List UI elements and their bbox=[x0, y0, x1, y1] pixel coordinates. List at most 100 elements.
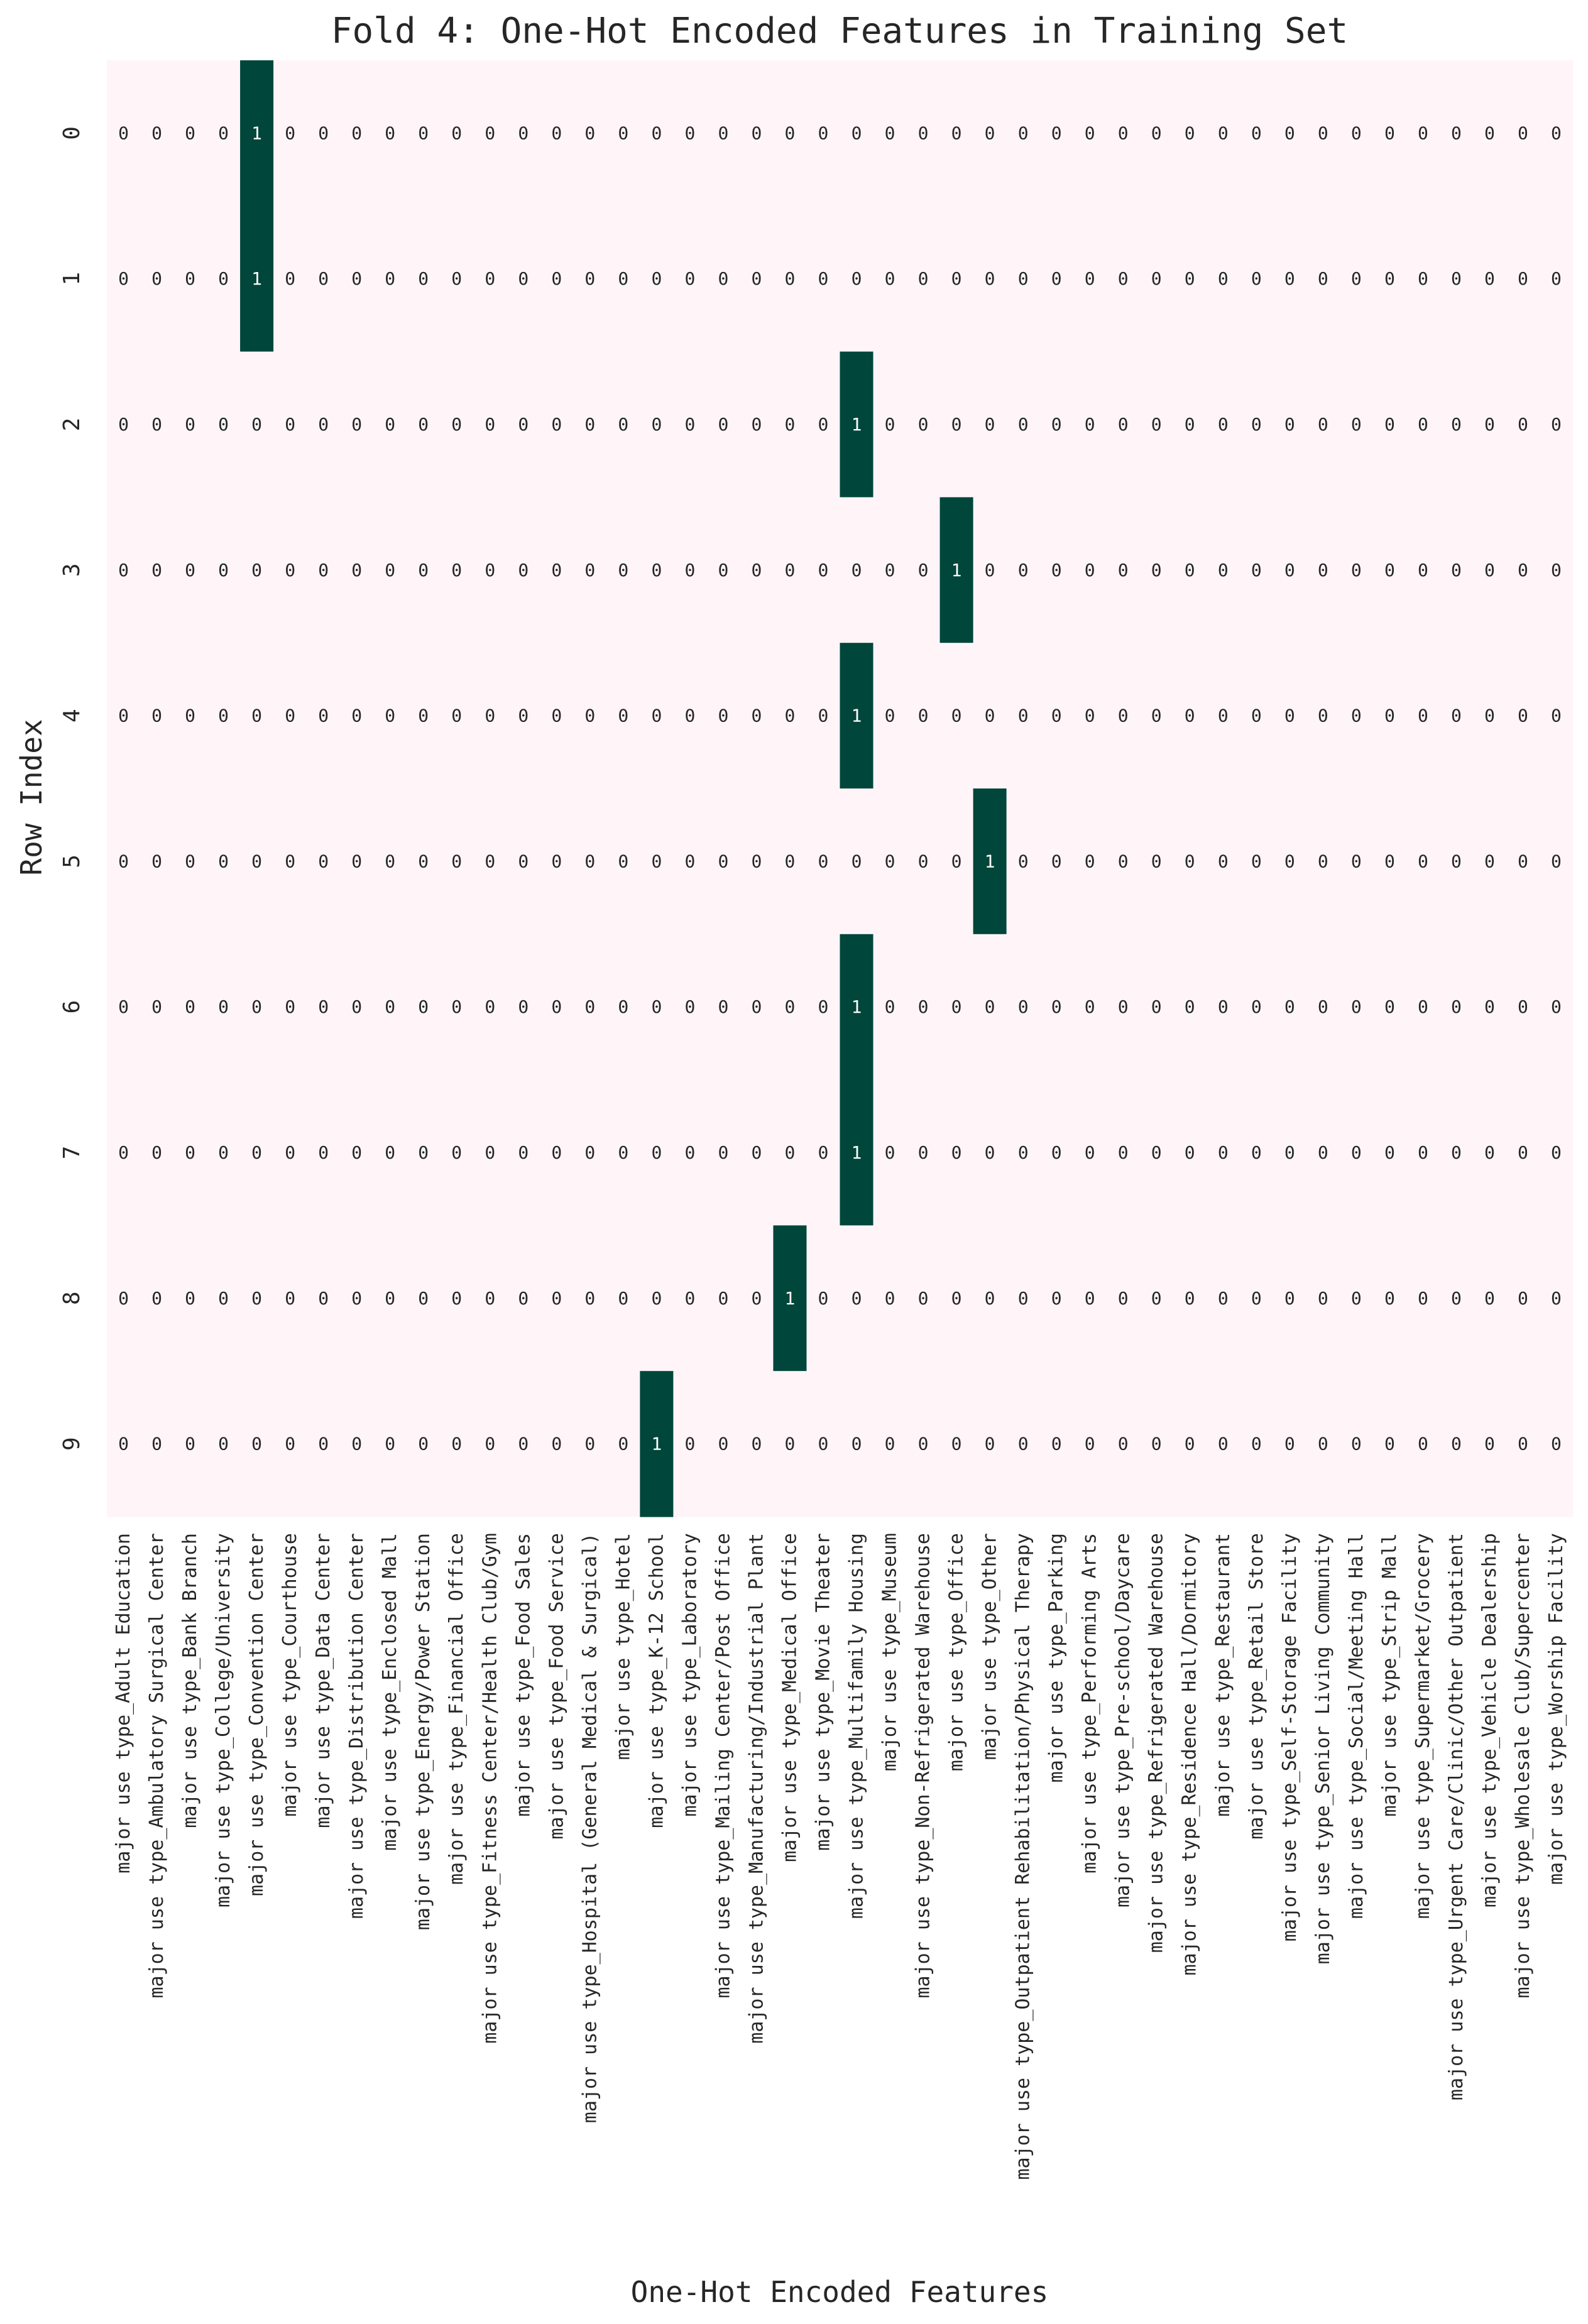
heatmap-cell bbox=[1173, 1079, 1207, 1226]
heatmap-cell bbox=[1006, 351, 1041, 498]
cell-value-label: 0 bbox=[1284, 268, 1295, 289]
cell-value-label: 0 bbox=[818, 1288, 829, 1309]
heatmap-cell bbox=[1173, 1225, 1207, 1372]
heatmap-cell bbox=[340, 351, 374, 498]
heatmap-cell bbox=[207, 1225, 241, 1372]
cell-value-label: 0 bbox=[985, 1288, 995, 1309]
column-tick-label: major use type_Multifamily Housing bbox=[846, 1533, 868, 1919]
heatmap-cell bbox=[1472, 1225, 1507, 1372]
cell-value-label: 0 bbox=[918, 123, 929, 143]
heatmap-cell bbox=[340, 1371, 374, 1517]
heatmap-cell bbox=[1506, 497, 1540, 643]
heatmap-cell bbox=[1539, 788, 1574, 935]
heatmap-cell bbox=[939, 1371, 974, 1517]
cell-value-label: 0 bbox=[151, 706, 162, 726]
heatmap-cell bbox=[473, 205, 507, 352]
heatmap-cell bbox=[1472, 1079, 1507, 1226]
cell-value-label: 0 bbox=[618, 268, 628, 289]
cell-value-label: 0 bbox=[951, 123, 962, 143]
cell-value-label: 0 bbox=[451, 996, 462, 1017]
cell-value-label: 0 bbox=[218, 851, 229, 871]
cell-value-label: 0 bbox=[1151, 123, 1162, 143]
heatmap-cell bbox=[740, 205, 774, 352]
cell-value-label: 0 bbox=[1218, 414, 1229, 435]
cell-value-label: 0 bbox=[418, 123, 429, 143]
column-tick-label: major use type_Office bbox=[946, 1533, 968, 1771]
cell-value-label: 0 bbox=[684, 123, 695, 143]
cell-value-label: 0 bbox=[1351, 851, 1362, 871]
heatmap-cell bbox=[1439, 205, 1474, 352]
heatmap-cell bbox=[973, 1225, 1007, 1372]
cell-value-label: 0 bbox=[518, 268, 528, 289]
cell-value-label: 0 bbox=[985, 996, 995, 1017]
heatmap-cell bbox=[1406, 1225, 1440, 1372]
cell-value-label: 0 bbox=[118, 1142, 129, 1163]
column-tick-label: major use type_Enclosed Mall bbox=[379, 1533, 401, 1851]
column-tick-label: major use type_Energy/Power Station bbox=[412, 1533, 434, 1930]
heatmap-cell bbox=[1306, 60, 1340, 207]
cell-value-label: 0 bbox=[185, 414, 195, 435]
cell-value-label: 0 bbox=[651, 268, 662, 289]
heatmap-cell bbox=[507, 60, 540, 207]
heatmap-cell bbox=[273, 788, 307, 935]
cell-value-label: 0 bbox=[851, 268, 862, 289]
heatmap-cell bbox=[1472, 1371, 1507, 1517]
cell-value-label: 0 bbox=[684, 1142, 695, 1163]
heatmap-cell bbox=[1073, 643, 1107, 789]
cell-value-label: 0 bbox=[251, 706, 262, 726]
heatmap-cell bbox=[407, 60, 441, 207]
heatmap-cell bbox=[407, 497, 441, 643]
cell-value-label: 0 bbox=[451, 1288, 462, 1309]
column-tick-label: major use type_Food Service bbox=[545, 1533, 567, 1840]
cell-value-label: 0 bbox=[151, 851, 162, 871]
cell-value-label: 1 bbox=[851, 706, 862, 726]
cell-value-label: 0 bbox=[818, 1142, 829, 1163]
cell-value-label: 0 bbox=[684, 706, 695, 726]
heatmap-cell bbox=[806, 1079, 841, 1226]
heatmap-cell bbox=[1006, 60, 1041, 207]
row-tick-label: 7 bbox=[59, 1146, 85, 1160]
heatmap-cell bbox=[1173, 1371, 1207, 1517]
heatmap-cell bbox=[1039, 1371, 1074, 1517]
cell-value-label: 0 bbox=[485, 996, 495, 1017]
heatmap-cell bbox=[640, 788, 674, 935]
heatmap-cell bbox=[640, 1079, 674, 1226]
heatmap-cell bbox=[207, 1371, 241, 1517]
cell-value-label: 0 bbox=[1318, 1434, 1328, 1454]
heatmap-cell bbox=[340, 497, 374, 643]
cell-value-label: 0 bbox=[1551, 851, 1562, 871]
cell-value-label: 0 bbox=[885, 123, 895, 143]
heatmap-cell bbox=[806, 60, 841, 207]
heatmap-cell bbox=[1472, 788, 1507, 935]
heatmap-cell bbox=[107, 351, 141, 498]
heatmap-cell bbox=[1073, 60, 1107, 207]
cell-value-label: 0 bbox=[1051, 1288, 1062, 1309]
cell-value-label: 0 bbox=[1484, 560, 1495, 581]
cell-value-label: 0 bbox=[1418, 560, 1428, 581]
cell-value-label: 0 bbox=[385, 414, 395, 435]
cell-value-label: 0 bbox=[518, 1288, 528, 1309]
heatmap-cell bbox=[1173, 351, 1207, 498]
cell-value-label: 0 bbox=[351, 414, 362, 435]
heatmap-cell bbox=[240, 60, 274, 207]
cell-value-label: 0 bbox=[1384, 1434, 1395, 1454]
cell-value-label: 0 bbox=[885, 560, 895, 581]
cell-value-label: 0 bbox=[584, 1142, 595, 1163]
cell-value-label: 1 bbox=[851, 414, 862, 435]
heatmap-cell bbox=[1139, 60, 1174, 207]
column-tick-label: major use type_Medical Office bbox=[779, 1533, 801, 1862]
heatmap-cell bbox=[473, 1225, 507, 1372]
heatmap-cell bbox=[973, 1371, 1007, 1517]
cell-value-label: 0 bbox=[351, 123, 362, 143]
heatmap-cell bbox=[606, 1225, 640, 1372]
heatmap-cell bbox=[440, 351, 474, 498]
cell-value-label: 1 bbox=[951, 560, 962, 581]
cell-value-label: 0 bbox=[1051, 996, 1062, 1017]
heatmap-cell bbox=[540, 497, 574, 643]
cell-value-label: 0 bbox=[285, 268, 295, 289]
cell-value-label: 0 bbox=[118, 560, 129, 581]
cell-value-label: 0 bbox=[118, 996, 129, 1017]
column-tick-label: major use type_Convention Center bbox=[246, 1533, 268, 1896]
heatmap-cell bbox=[773, 788, 808, 935]
